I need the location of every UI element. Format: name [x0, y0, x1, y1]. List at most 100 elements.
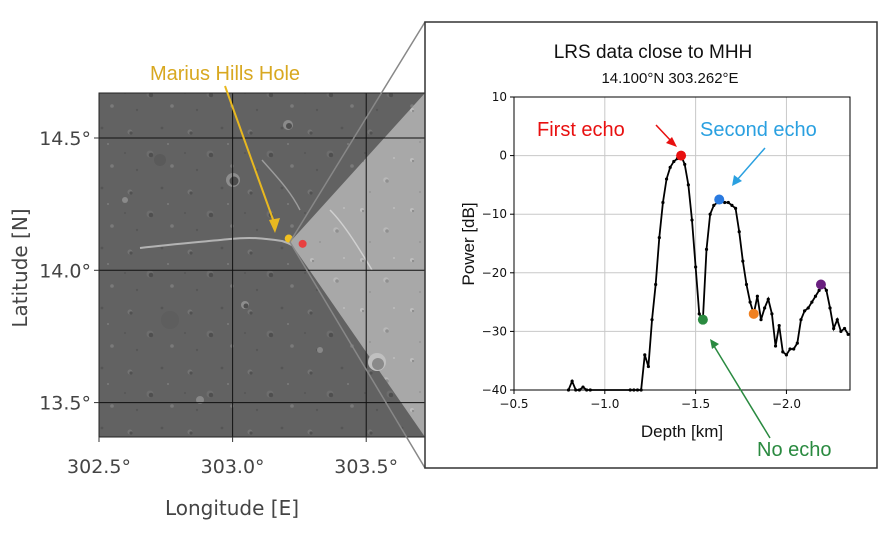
wedge-rille: [329, 209, 373, 271]
power-data-point: [643, 353, 647, 357]
power-data-point: [686, 183, 690, 187]
map-xtick-label: 303.0°: [201, 456, 265, 478]
echo-markers: [676, 150, 826, 325]
power-data-point: [777, 323, 781, 328]
map-annotation-arrowhead: [269, 218, 280, 233]
power-data-point: [570, 379, 574, 383]
map-ytick-label: 13.5°: [39, 393, 91, 415]
power-data-point: [733, 206, 738, 210]
power-data-point: [574, 388, 578, 392]
first-echo-arrowhead: [666, 137, 677, 147]
power-data-point: [577, 388, 581, 392]
power-data-point: [806, 306, 810, 310]
power-data-point: [799, 318, 803, 322]
power-data-point: [712, 203, 716, 208]
power-data-point: [817, 288, 821, 292]
map-ticks: 302.5° 303.0° 303.5° 14.5° 14.0° 13.5°: [39, 128, 398, 478]
power-data-point: [668, 165, 672, 169]
rille-branch: [261, 159, 301, 211]
map-xtick-label: 303.5°: [334, 456, 398, 478]
inset-ytick-label: −30: [482, 324, 507, 338]
map-annotation-label: Marius Hills Hole: [150, 63, 300, 85]
map-ytick-label: 14.5°: [39, 128, 91, 150]
power-data-point: [639, 388, 643, 392]
inset-title: LRS data close to MHH: [554, 42, 753, 63]
no-echo-arrowhead: [710, 339, 719, 349]
power-data-point: [632, 388, 636, 392]
power-series-points: [566, 154, 850, 392]
power-data-point: [839, 329, 843, 333]
map-xlabel: Longitude [E]: [165, 496, 299, 520]
power-data-point: [846, 332, 850, 336]
power-data-point: [690, 218, 694, 222]
inset-frame: [424, 21, 878, 469]
power-data-point: [781, 350, 785, 354]
power-data-point: [795, 341, 799, 345]
echo-marker: [748, 308, 759, 319]
inset-subtitle: 14.100°N 303.262°E: [601, 70, 738, 87]
no-echo-label: No echo: [757, 439, 832, 461]
power-data-point: [792, 347, 796, 351]
inset-ticks: −0.5 −1.0 −1.5 −2.0 10 0 −10 −20 −30 −40: [482, 90, 801, 411]
power-data-point: [748, 300, 752, 304]
inset-panel: LRS data close to MHH 14.100°N 303.262°E…: [424, 21, 878, 469]
power-data-point: [802, 309, 807, 313]
power-data-point: [657, 236, 661, 240]
power-data-point: [588, 388, 592, 392]
power-data-point: [628, 388, 632, 392]
second-echo-label: Second echo: [700, 119, 817, 141]
map-ytick-label: 14.0°: [39, 260, 91, 282]
echo-marker: [697, 314, 708, 325]
power-data-point: [784, 353, 789, 357]
power-data-point: [828, 306, 832, 310]
power-data-point: [694, 265, 698, 269]
power-data-point: [755, 294, 759, 298]
power-data-point: [766, 297, 770, 301]
power-data-point: [661, 200, 665, 205]
power-data-point: [646, 364, 651, 369]
inset-xtick-label: −1.5: [681, 397, 710, 411]
power-data-point: [842, 326, 847, 331]
power-data-point: [726, 200, 730, 205]
map-xtick-label: 302.5°: [67, 456, 131, 478]
power-data-point: [566, 388, 571, 392]
inset-ylabel: Power [dB]: [459, 202, 478, 285]
echo-marker: [676, 150, 687, 161]
power-data-point: [704, 247, 709, 251]
power-data-point: [581, 385, 585, 389]
first-echo-arrow: [655, 124, 673, 143]
map-annotation-arrow: [224, 85, 276, 226]
power-data-point: [697, 312, 701, 316]
echo-marker: [815, 279, 826, 290]
power-data-point: [810, 300, 814, 304]
power-data-point: [788, 347, 792, 351]
first-echo-label: First echo: [537, 119, 625, 141]
power-data-point: [832, 326, 836, 331]
power-data-point: [730, 203, 734, 208]
map-location-point: [298, 239, 307, 248]
inset-xtick-label: −0.5: [499, 397, 528, 411]
power-data-point: [770, 312, 774, 316]
zoom-wedge: [290, 93, 425, 437]
inset-ytick-label: −20: [482, 266, 507, 280]
power-data-point: [585, 388, 589, 392]
inset-ytick-label: 10: [492, 90, 507, 104]
power-data-point: [741, 259, 745, 263]
echo-marker: [714, 194, 725, 205]
wedge-crater-floor: [372, 358, 384, 370]
power-data-point: [723, 200, 727, 205]
power-data-point: [744, 282, 749, 287]
inset-xtick-label: −1.0: [590, 397, 619, 411]
power-data-point: [835, 318, 839, 322]
inset-xlabel: Depth [km]: [641, 422, 723, 441]
no-echo-arrow: [713, 345, 771, 439]
zoom-line-bottom: [289, 241, 426, 469]
second-echo-arrow: [736, 147, 766, 181]
inset-ytick-label: −40: [482, 383, 507, 397]
zoom-line-top: [289, 21, 426, 243]
power-data-point: [683, 162, 687, 166]
power-data-point: [824, 288, 828, 292]
inset-xtick-label: −2.0: [772, 397, 801, 411]
power-data-point: [737, 230, 741, 234]
